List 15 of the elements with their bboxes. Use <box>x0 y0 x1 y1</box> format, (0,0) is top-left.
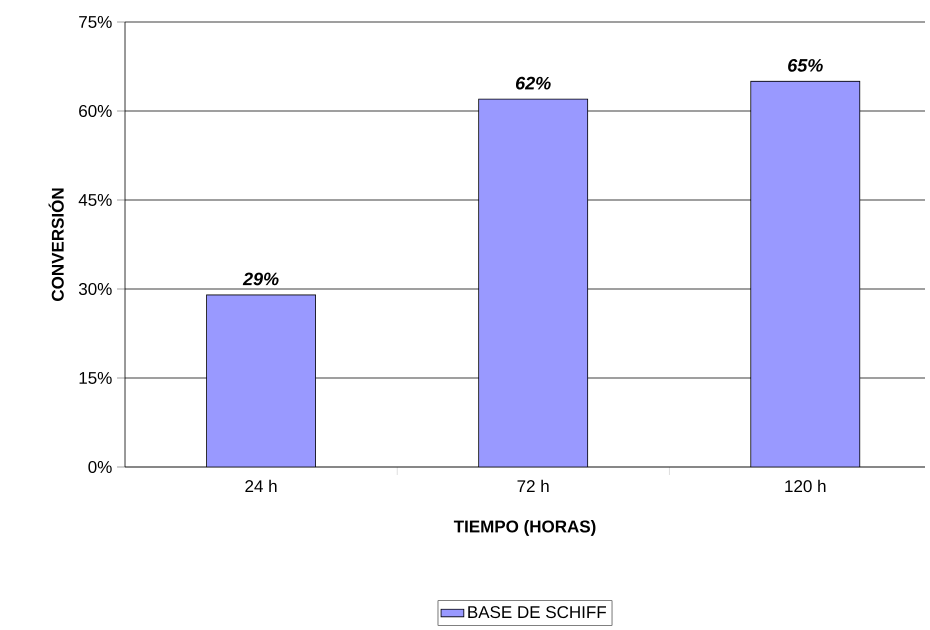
y-tick-label: 60% <box>79 104 112 118</box>
y-tick-label: 30% <box>78 282 112 296</box>
y-tick-label: 45% <box>78 194 112 206</box>
data-label: 65% <box>788 58 823 72</box>
x-tick-label: 24 h <box>245 480 276 492</box>
data-label: 29% <box>242 272 279 286</box>
y-axis-title: CONVERSIÓN <box>48 188 64 301</box>
data-label: 62% <box>516 76 551 90</box>
legend-label: BASE DE SCHIFF <box>468 606 606 618</box>
y-tick-label: 0% <box>88 460 112 474</box>
x-axis-title: TIEMPO (HORAS) <box>454 520 596 536</box>
x-tick-label: 120 h <box>785 480 826 492</box>
x-tick-label: 72 h <box>518 480 549 492</box>
y-tick-label: 75% <box>79 16 112 28</box>
y-tick-label: 15% <box>80 372 112 384</box>
